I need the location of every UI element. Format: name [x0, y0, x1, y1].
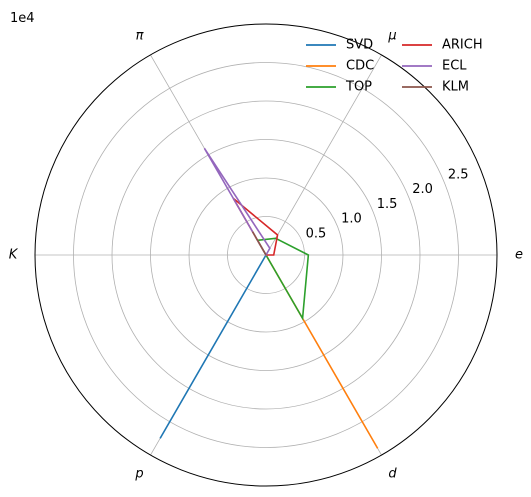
series-line-ecl — [203, 147, 271, 257]
label-layer: 0.5 1.0 1.5 2.0 2.5 e μ π Kp d — [9, 28, 523, 481]
scale-label: 1e4 — [10, 11, 35, 26]
axis-label: p — [134, 467, 143, 482]
legend-label-cdc: CDC — [346, 59, 374, 74]
radial-tick-label: 0.5 — [306, 226, 327, 241]
legend-label-top: TOP — [345, 80, 372, 95]
legend-label-svd: SVD — [346, 38, 373, 53]
legend-label-arich: ARICH — [442, 38, 483, 53]
axis-label: π — [136, 28, 144, 43]
radial-tick-label: 1.0 — [341, 212, 362, 227]
radial-tick-label: 2.0 — [412, 182, 433, 197]
series-line-klm — [251, 231, 267, 256]
legend-label-klm: KLM — [442, 80, 469, 95]
legend-label-ecl: ECL — [442, 59, 467, 74]
legend: SVD CDC TOP ARICH ECL KLM — [306, 38, 483, 95]
series-line-top — [256, 237, 310, 321]
series-layer — [159, 147, 379, 449]
axis-label: e — [515, 248, 523, 263]
radial-tick-label: 1.5 — [377, 197, 398, 212]
axis-label: K — [9, 248, 19, 263]
polar-frame — [34, 23, 498, 487]
series-line-svd — [159, 254, 267, 439]
axis-label: μ — [387, 28, 396, 43]
radial-tick-label: 2.5 — [448, 167, 469, 182]
spoke-gridline — [265, 54, 382, 256]
axis-label: d — [388, 467, 397, 482]
